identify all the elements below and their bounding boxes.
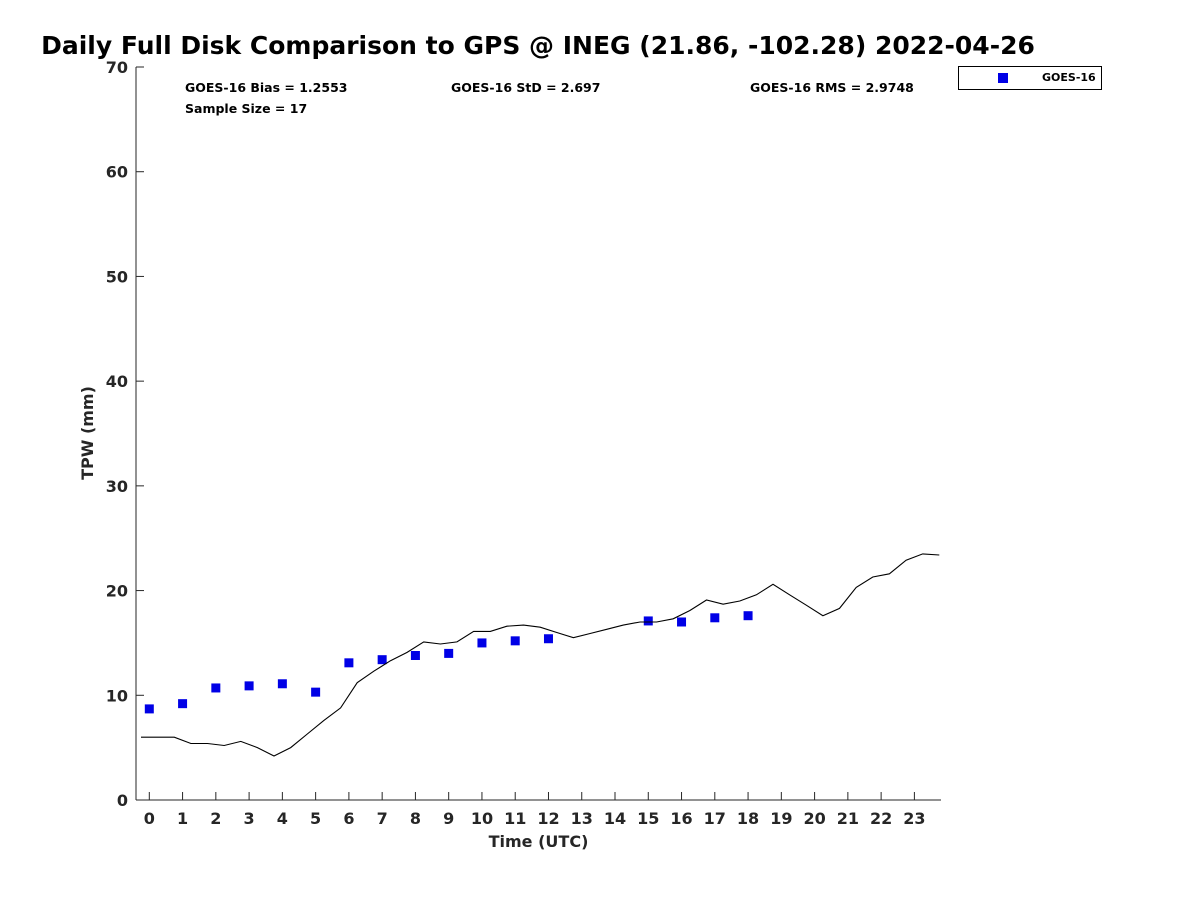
y-tick-label: 70	[106, 58, 128, 77]
goes16-point	[344, 658, 354, 668]
goes16-point	[477, 638, 487, 648]
x-tick-label: 11	[504, 809, 526, 828]
x-tick-label: 23	[903, 809, 925, 828]
x-tick-label: 21	[837, 809, 859, 828]
x-tick-label: 15	[637, 809, 659, 828]
sample-size-stat: Sample Size = 17	[185, 101, 307, 116]
y-tick-label: 20	[106, 582, 128, 601]
y-axis-label: TPW (mm)	[78, 386, 97, 480]
x-tick-label: 5	[310, 809, 321, 828]
x-tick-label: 0	[144, 809, 155, 828]
x-tick-label: 12	[537, 809, 559, 828]
goes16-point	[244, 681, 254, 691]
legend-box	[958, 66, 1102, 90]
x-tick-label: 8	[410, 809, 421, 828]
goes16-point	[211, 683, 221, 693]
legend-marker-goes16	[998, 73, 1008, 83]
rms-stat: GOES-16 RMS = 2.9748	[750, 80, 914, 95]
x-tick-label: 20	[803, 809, 825, 828]
x-tick-label: 14	[604, 809, 626, 828]
bias-stat: GOES-16 Bias = 1.2553	[185, 80, 347, 95]
y-tick-label: 30	[106, 477, 128, 496]
goes16-point	[677, 617, 687, 627]
goes16-point	[510, 636, 520, 646]
x-tick-label: 7	[377, 809, 388, 828]
x-tick-label: 16	[670, 809, 692, 828]
goes16-point	[444, 648, 454, 658]
goes16-point	[410, 650, 420, 660]
x-tick-label: 19	[770, 809, 792, 828]
x-tick-label: 17	[704, 809, 726, 828]
goes16-point	[643, 616, 653, 626]
goes16-point	[144, 704, 154, 714]
goes16-point	[311, 687, 321, 697]
x-tick-label: 1	[177, 809, 188, 828]
legend-label-goes16: GOES-16	[1042, 71, 1096, 84]
std-stat: GOES-16 StD = 2.697	[451, 80, 600, 95]
x-tick-label: 10	[471, 809, 493, 828]
x-axis-label: Time (UTC)	[489, 832, 589, 851]
goes16-point	[277, 679, 287, 689]
x-tick-label: 18	[737, 809, 759, 828]
chart-title: Daily Full Disk Comparison to GPS @ INEG…	[41, 31, 1035, 60]
gps-line	[141, 553, 940, 757]
goes16-point	[377, 655, 387, 665]
y-tick-label: 50	[106, 267, 128, 286]
y-tick-label: 60	[106, 163, 128, 182]
y-tick-label: 40	[106, 372, 128, 391]
y-tick-label: 0	[117, 791, 128, 810]
x-tick-label: 3	[244, 809, 255, 828]
x-tick-label: 6	[343, 809, 354, 828]
y-tick-label: 10	[106, 686, 128, 705]
x-tick-label: 9	[443, 809, 454, 828]
goes16-point	[543, 634, 553, 644]
goes16-point	[743, 611, 753, 621]
x-tick-label: 22	[870, 809, 892, 828]
legend: GOES-16	[958, 66, 1102, 90]
goes16-point	[710, 613, 720, 623]
x-tick-label: 4	[277, 809, 288, 828]
x-tick-label: 2	[210, 809, 221, 828]
goes16-point	[178, 699, 188, 709]
x-tick-label: 13	[571, 809, 593, 828]
